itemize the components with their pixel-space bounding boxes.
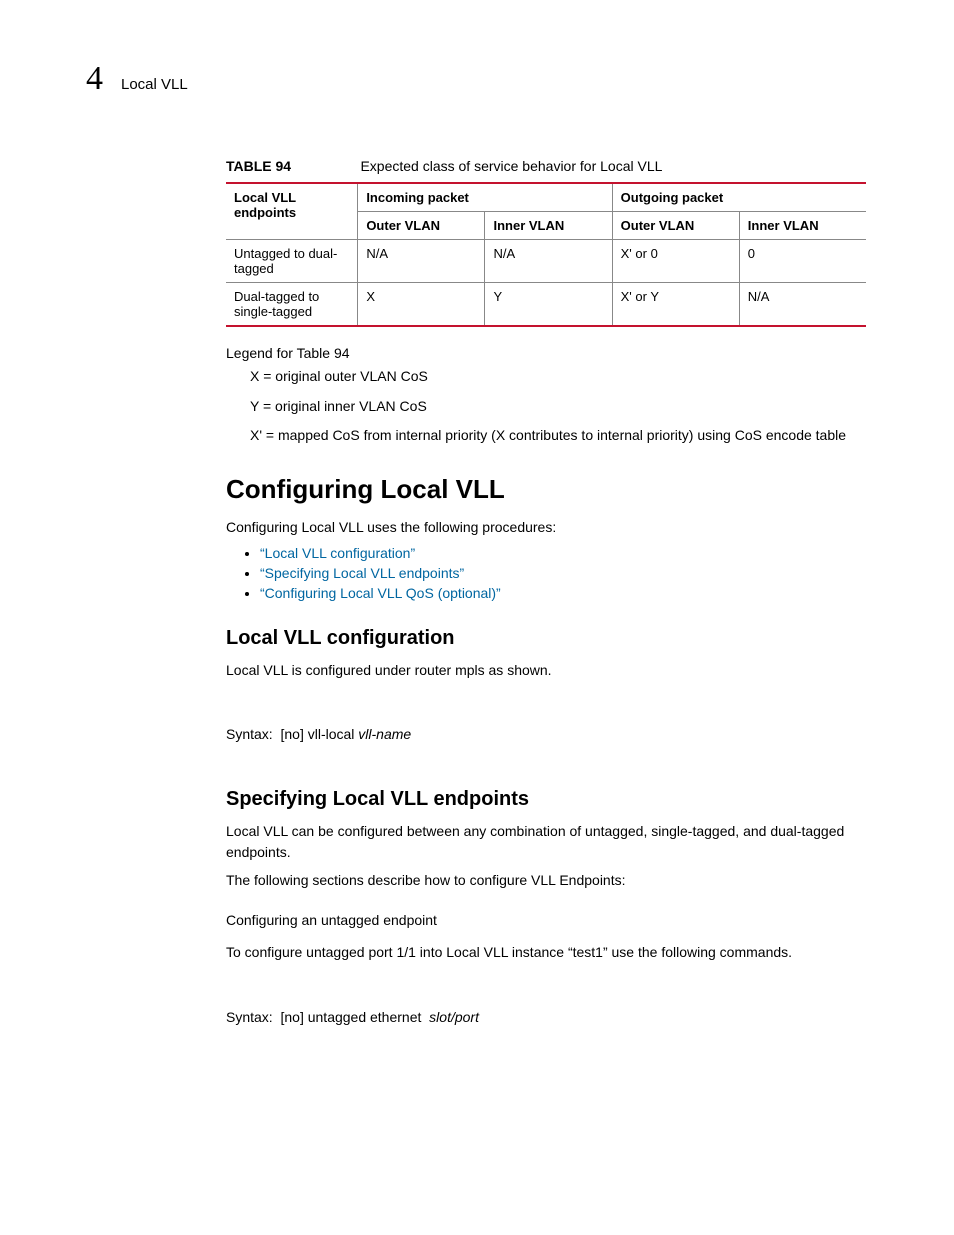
syntax-command: [no] untagged ethernet (280, 1009, 421, 1025)
table-row: Untagged to dual-tagged N/A N/A X' or 0 … (226, 240, 866, 283)
syntax-line: Syntax: [no] vll-local vll-name (226, 726, 868, 742)
syntax-label: Syntax: (226, 726, 273, 742)
page-content: TABLE 94 Expected class of service behav… (226, 158, 868, 1025)
cell: X' or 0 (612, 240, 739, 283)
table-title-row: TABLE 94 Expected class of service behav… (226, 158, 868, 176)
cell: X (358, 283, 485, 327)
legend-list: X = original outer VLAN CoS Y = original… (226, 367, 868, 446)
syntax-arg: vll-name (358, 726, 411, 742)
endpoints-subhead: Configuring an untagged endpoint (226, 912, 868, 928)
endpoints-p1: Local VLL can be configured between any … (226, 821, 868, 862)
heading-endpoints: Specifying Local VLL endpoints (226, 788, 868, 811)
th-out-inner: Inner VLAN (739, 212, 866, 240)
cell: N/A (485, 240, 612, 283)
syntax-command: [no] vll-local (280, 726, 354, 742)
th-in-outer: Outer VLAN (358, 212, 485, 240)
cell: 0 (739, 240, 866, 283)
chapter-number: 4 (86, 60, 103, 98)
th-endpoints: Local VLL endpoints (226, 183, 358, 240)
syntax-arg: slot/port (429, 1009, 479, 1025)
header-section-name: Local VLL (121, 76, 188, 93)
th-outgoing: Outgoing packet (612, 183, 866, 212)
table-label: TABLE 94 (226, 158, 356, 174)
list-item: “Configuring Local VLL QoS (optional)” (260, 585, 868, 601)
xref-link[interactable]: “Local VLL configuration” (260, 545, 415, 561)
heading-configuring: Configuring Local VLL (226, 474, 868, 505)
xref-link[interactable]: “Configuring Local VLL QoS (optional)” (260, 585, 501, 601)
th-in-inner: Inner VLAN (485, 212, 612, 240)
legend-title: Legend for Table 94 (226, 345, 868, 361)
list-item: “Local VLL configuration” (260, 545, 868, 561)
configuring-intro: Configuring Local VLL uses the following… (226, 517, 868, 537)
legend-item: X' = mapped CoS from internal priority (… (250, 426, 868, 446)
syntax-label: Syntax: (226, 1009, 273, 1025)
table-caption: Expected class of service behavior for L… (360, 158, 662, 174)
syntax-line: Syntax: [no] untagged ethernet slot/port (226, 1009, 868, 1025)
cell: X' or Y (612, 283, 739, 327)
legend-item: Y = original inner VLAN CoS (250, 397, 868, 417)
cell: N/A (739, 283, 866, 327)
cos-table: Local VLL endpoints Incoming packet Outg… (226, 182, 866, 327)
cell: Y (485, 283, 612, 327)
endpoints-p3: To configure untagged port 1/1 into Loca… (226, 942, 868, 962)
page: 4 Local VLL TABLE 94 Expected class of s… (0, 0, 954, 1235)
xref-link[interactable]: “Specifying Local VLL endpoints” (260, 565, 464, 581)
cell: N/A (358, 240, 485, 283)
table-row: Dual-tagged to single-tagged X Y X' or Y… (226, 283, 866, 327)
heading-local-config: Local VLL configuration (226, 627, 868, 650)
endpoints-p2: The following sections describe how to c… (226, 870, 868, 890)
th-incoming: Incoming packet (358, 183, 612, 212)
page-header: 4 Local VLL (86, 60, 868, 98)
cell-endpoint: Untagged to dual-tagged (226, 240, 358, 283)
legend-item: X = original outer VLAN CoS (250, 367, 868, 387)
th-out-outer: Outer VLAN (612, 212, 739, 240)
list-item: “Specifying Local VLL endpoints” (260, 565, 868, 581)
link-list: “Local VLL configuration” “Specifying Lo… (226, 545, 868, 601)
cell-endpoint: Dual-tagged to single-tagged (226, 283, 358, 327)
local-config-body: Local VLL is configured under router mpl… (226, 660, 868, 680)
